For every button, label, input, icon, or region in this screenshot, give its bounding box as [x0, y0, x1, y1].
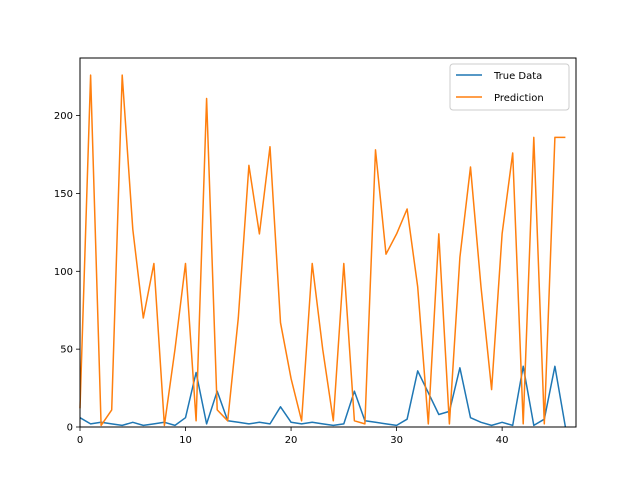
x-tick-label: 20 [285, 435, 298, 446]
legend: True Data Prediction [449, 63, 570, 111]
x-tick-label: 0 [77, 435, 83, 446]
y-tick-label: 100 [54, 267, 73, 278]
x-axis: 0 10 20 30 40 [77, 427, 509, 446]
legend-label: True Data [493, 71, 542, 82]
series-line-prediction [79, 74, 566, 427]
x-tick-label: 40 [496, 435, 509, 446]
y-tick-label: 50 [60, 345, 73, 356]
y-axis: 0 50 100 150 200 [54, 111, 80, 434]
plot-lines [79, 74, 567, 428]
series-line-true-data [79, 365, 567, 428]
y-tick-label: 150 [54, 189, 73, 200]
x-tick-label: 10 [179, 435, 192, 446]
y-tick-label: 200 [54, 111, 73, 122]
y-tick-label: 0 [67, 423, 73, 434]
x-tick-label: 30 [390, 435, 403, 446]
axes-frame [79, 57, 577, 428]
legend-label: Prediction [494, 93, 544, 104]
